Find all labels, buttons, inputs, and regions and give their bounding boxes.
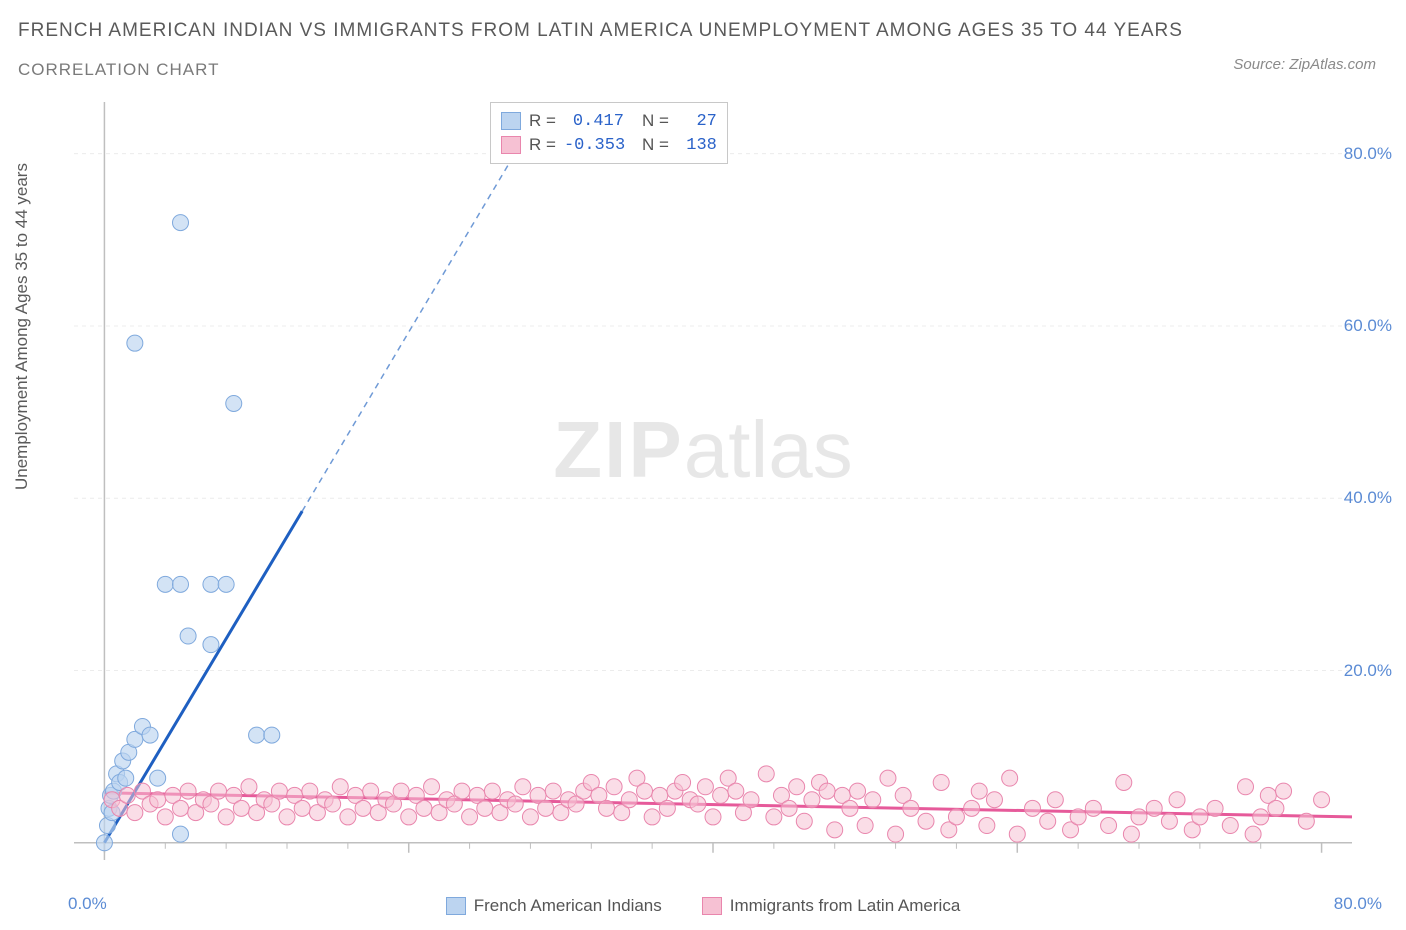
x-tick-min: 0.0% [68, 894, 107, 914]
legend-swatch-b [501, 136, 521, 154]
chart-title: FRENCH AMERICAN INDIAN VS IMMIGRANTS FRO… [18, 20, 1183, 42]
y-axis-label: Unemployment Among Ages 35 to 44 years [12, 163, 32, 490]
source-name: ZipAtlas.com [1289, 56, 1376, 73]
series-label-b: Immigrants from Latin America [730, 896, 961, 916]
legend-n-label-b: N = [642, 135, 669, 155]
series-legend-item-b: Immigrants from Latin America [702, 896, 961, 916]
legend-r-value-a: 0.417 [564, 112, 624, 131]
y-tick-label: 80.0% [1344, 144, 1392, 164]
legend-n-value-b: 138 [677, 136, 717, 155]
source-prefix: Source: [1233, 56, 1289, 73]
correlation-legend: R = 0.417 N = 27 R = -0.353 N = 138 [490, 102, 728, 164]
series-legend: French American Indians Immigrants from … [0, 896, 1406, 916]
chart-subtitle: CORRELATION CHART [18, 60, 220, 80]
legend-r-label-a: R = [529, 111, 556, 131]
scatter-plot [62, 102, 1378, 872]
x-tick-max: 80.0% [1334, 894, 1382, 914]
legend-r-label-b: R = [529, 135, 556, 155]
legend-r-value-b: -0.353 [564, 136, 624, 155]
legend-n-value-a: 27 [677, 112, 717, 131]
series-swatch-a [446, 897, 466, 915]
plot-svg [62, 102, 1378, 872]
y-tick-label: 40.0% [1344, 488, 1392, 508]
legend-n-label-a: N = [642, 111, 669, 131]
legend-row-b: R = -0.353 N = 138 [501, 133, 717, 157]
series-label-a: French American Indians [474, 896, 662, 916]
series-legend-item-a: French American Indians [446, 896, 662, 916]
series-swatch-b [702, 897, 722, 915]
y-tick-label: 60.0% [1344, 316, 1392, 336]
legend-row-a: R = 0.417 N = 27 [501, 109, 717, 133]
legend-swatch-a [501, 112, 521, 130]
source-attribution: Source: ZipAtlas.com [1233, 56, 1376, 73]
y-tick-label: 20.0% [1344, 661, 1392, 681]
